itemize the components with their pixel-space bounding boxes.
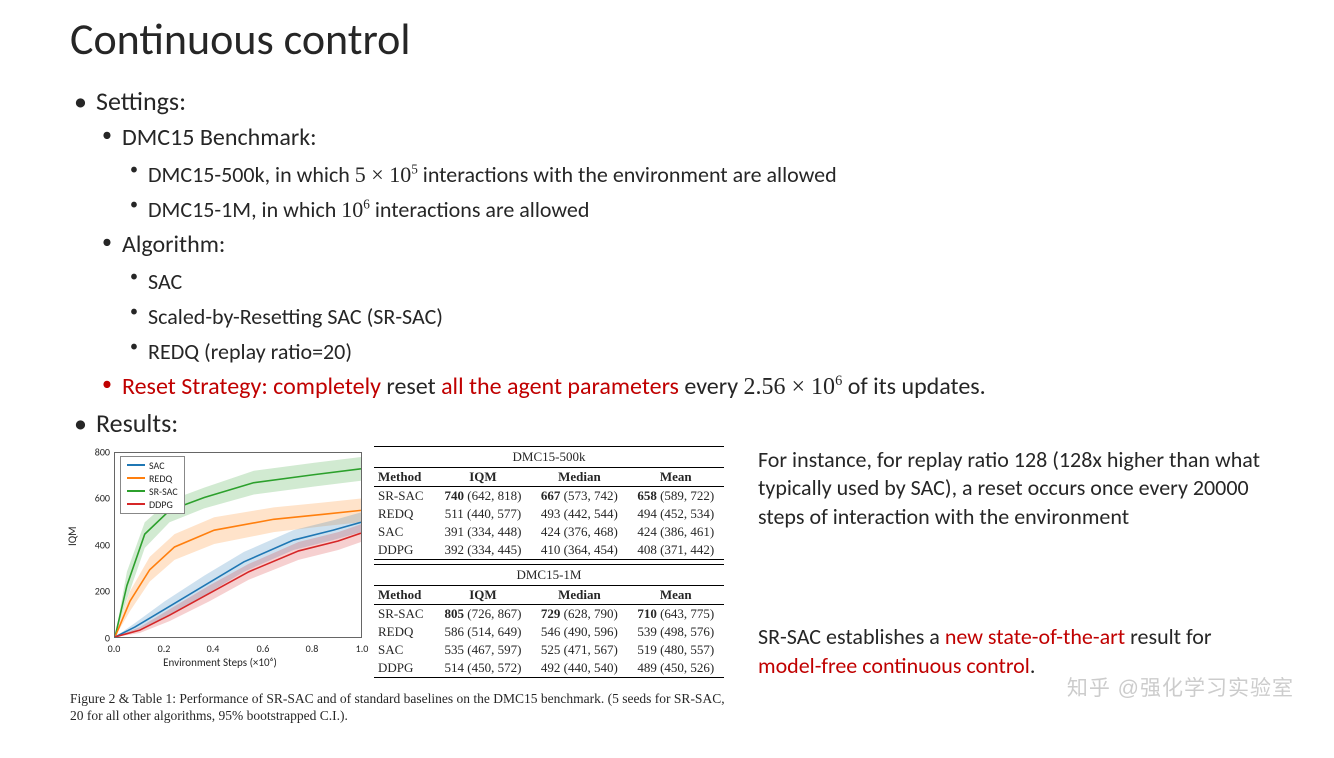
dmc15-label: DMC15 Benchmark:	[122, 123, 317, 152]
settings-bullet: Settings: DMC15 Benchmark: DMC15-500k, i…	[70, 84, 1274, 404]
redq-bullet: REDQ (replay ratio=20)	[122, 335, 1274, 368]
figure-caption: Figure 2 & Table 1: Performance of SR-SA…	[70, 690, 730, 725]
table-header: IQM	[435, 586, 531, 605]
table-dmc15-1m: DMC15-1M MethodIQMMedianMean SR-SAC805 (…	[374, 564, 724, 678]
iqm-line-chart: SAC REDQ SR-SAC DDPG 0 200 400 600 800 0…	[70, 446, 370, 666]
table-row: REDQ511 (440, 577)493 (442, 544)494 (452…	[374, 505, 724, 523]
chart-legend: SAC REDQ SR-SAC DDPG	[120, 456, 185, 514]
table-header: Median	[531, 468, 627, 487]
settings-label: Settings:	[96, 85, 186, 117]
watermark: 知乎 @强化学习实验室	[1067, 672, 1294, 702]
table-dmc15-500k: DMC15-500k MethodIQMMedianMean SR-SAC740…	[374, 446, 724, 560]
dmc15-500k-bullet: DMC15-500k, in which 5 × 105 interaction…	[122, 158, 1274, 191]
table-header: Mean	[628, 586, 724, 605]
table-row: DDPG514 (450, 572)492 (440, 540)489 (450…	[374, 659, 724, 678]
sac-bullet: SAC	[122, 265, 1274, 298]
table-row: SR-SAC740 (642, 818)667 (573, 742)658 (5…	[374, 486, 724, 505]
legend-srsac: SR-SAC	[149, 485, 178, 498]
reset-strategy-bullet: Reset Strategy: completely reset all the…	[96, 370, 1274, 405]
dmc15-bullet: DMC15 Benchmark: DMC15-500k, in which 5 …	[96, 121, 1274, 226]
algorithm-label: Algorithm:	[122, 230, 225, 259]
legend-ddpg: DDPG	[149, 498, 173, 511]
chart-xlabel: Environment Steps (×10⁶)	[70, 656, 370, 669]
results-bullet: Results:	[70, 406, 1274, 441]
table-row: REDQ586 (514, 649)546 (490, 596)539 (498…	[374, 623, 724, 641]
table-header: Median	[531, 586, 627, 605]
results-tables: DMC15-500k MethodIQMMedianMean SR-SAC740…	[374, 446, 724, 682]
table-header: Method	[374, 586, 435, 605]
table-row: SAC535 (467, 597)525 (471, 567)519 (480,…	[374, 641, 724, 659]
table-row: SAC391 (334, 448)424 (376, 468)424 (386,…	[374, 523, 724, 541]
legend-sac: SAC	[149, 459, 165, 472]
chart-ylabel: IQM	[66, 526, 79, 546]
figure-block: SAC REDQ SR-SAC DDPG 0 200 400 600 800 0…	[70, 446, 730, 725]
note-replay-ratio: For instance, for replay ratio 128 (128x…	[758, 446, 1274, 532]
algorithm-bullet: Algorithm: SAC Scaled-by-Resetting SAC (…	[96, 228, 1274, 368]
table-header: IQM	[435, 468, 531, 487]
table-1m-title: DMC15-1M	[374, 564, 724, 586]
results-label: Results:	[96, 407, 178, 439]
table-row: DDPG392 (334, 445)410 (364, 454)408 (371…	[374, 541, 724, 560]
bullet-list: Settings: DMC15 Benchmark: DMC15-500k, i…	[70, 84, 1274, 442]
slide-title: Continuous control	[70, 12, 1274, 66]
legend-redq: REDQ	[149, 472, 172, 485]
table-500k-title: DMC15-500k	[374, 446, 724, 468]
table-row: SR-SAC805 (726, 867)729 (628, 790)710 (6…	[374, 604, 724, 623]
table-header: Mean	[628, 468, 724, 487]
dmc15-1m-bullet: DMC15-1M, in which 106 interactions are …	[122, 193, 1274, 226]
table-header: Method	[374, 468, 435, 487]
srsac-bullet: Scaled-by-Resetting SAC (SR-SAC)	[122, 300, 1274, 333]
